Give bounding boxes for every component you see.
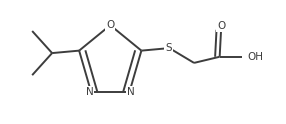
Text: O: O bbox=[106, 20, 114, 30]
Text: N: N bbox=[127, 87, 135, 97]
Text: N: N bbox=[86, 87, 94, 97]
Text: OH: OH bbox=[247, 52, 263, 62]
Text: S: S bbox=[165, 43, 172, 53]
Text: O: O bbox=[217, 21, 225, 31]
